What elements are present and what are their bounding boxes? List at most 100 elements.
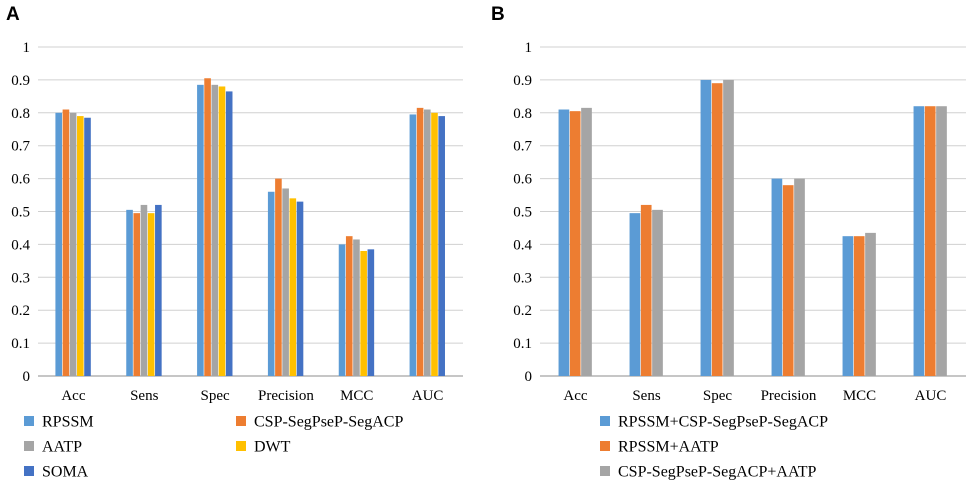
panel-label: A <box>6 4 20 25</box>
legend-label: RPSSM+AATP <box>618 439 719 456</box>
legend-label: DWT <box>254 439 291 456</box>
bar-acc-series-2 <box>570 111 581 376</box>
bar-mcc-series-2 <box>346 236 353 376</box>
bar-sens-series-2 <box>641 205 652 376</box>
category-label: Acc <box>61 388 85 404</box>
bar-sens-series-4 <box>148 213 155 376</box>
bar-spec-series-4 <box>219 86 226 376</box>
legend-swatch <box>24 416 34 426</box>
y-tick-label: 0.6 <box>513 172 532 188</box>
bar-precision-series-1 <box>772 179 783 376</box>
bar-acc-series-5 <box>84 118 91 376</box>
bar-mcc-series-1 <box>339 244 346 376</box>
legend-label: CSP-SegPseP-SegACP <box>254 414 403 431</box>
bar-mcc-series-3 <box>353 239 360 376</box>
bar-precision-series-2 <box>275 179 282 376</box>
bar-sens-series-2 <box>133 213 140 376</box>
y-tick-label: 0.5 <box>513 205 532 221</box>
bar-spec-series-2 <box>712 83 723 376</box>
bar-mcc-series-4 <box>360 251 367 376</box>
legend-swatch <box>236 416 246 426</box>
y-tick-label: 0.9 <box>513 73 532 89</box>
y-tick-label: 0.4 <box>11 237 30 253</box>
y-tick-label: 0.4 <box>513 237 532 253</box>
category-label: Acc <box>563 388 587 404</box>
y-tick-label: 0 <box>525 369 533 385</box>
bar-precision-series-2 <box>783 185 794 376</box>
y-tick-label: 0.9 <box>11 73 30 89</box>
legend-swatch <box>236 441 246 451</box>
bar-acc-series-1 <box>559 110 570 376</box>
bar-auc-series-1 <box>914 106 925 376</box>
bar-mcc-series-3 <box>865 233 876 376</box>
y-tick-label: 0.1 <box>11 336 30 352</box>
chart-panel-a: A 0 0.1 0.2 0.3 0.4 0.5 0.6 0.7 0.8 0.9 1 Acc Sens Spe… <box>6 4 463 481</box>
bar-spec-series-1 <box>701 80 712 376</box>
y-tick-label: 0.3 <box>11 270 30 286</box>
bar-auc-series-1 <box>410 114 417 376</box>
bar-spec-series-2 <box>204 78 211 376</box>
y-tick-label: 0.7 <box>513 139 532 155</box>
bar-acc-series-4 <box>77 116 84 376</box>
bar-precision-series-1 <box>268 192 275 376</box>
bar-auc-series-4 <box>431 113 438 376</box>
bar-auc-series-3 <box>936 106 947 376</box>
bar-auc-series-2 <box>417 108 424 376</box>
bar-acc-series-3 <box>70 113 77 376</box>
legend-label: RPSSM+CSP-SegPseP-SegACP <box>618 414 828 431</box>
bar-sens-series-3 <box>141 205 148 376</box>
legend-label: RPSSM <box>42 414 94 431</box>
legend-swatch <box>600 416 610 426</box>
figure: A 0 0.1 0.2 0.3 0.4 0.5 0.6 0.7 0.8 0.9 1 Acc Sens Spe… <box>0 0 969 489</box>
bar-spec-series-3 <box>723 80 734 376</box>
category-label: AUC <box>412 388 444 404</box>
bar-acc-series-2 <box>63 110 70 376</box>
legend-label: CSP-SegPseP-SegACP+AATP <box>618 464 817 481</box>
bar-spec-series-1 <box>197 85 204 376</box>
bar-mcc-series-5 <box>368 249 375 376</box>
bar-precision-series-3 <box>282 188 289 376</box>
bar-mcc-series-2 <box>854 236 865 376</box>
category-label: Sens <box>130 388 159 404</box>
bar-sens-series-3 <box>652 210 663 376</box>
legend-swatch <box>600 466 610 476</box>
bar-acc-series-3 <box>581 108 592 376</box>
category-label: AUC <box>915 388 947 404</box>
legend-swatch <box>24 441 34 451</box>
y-tick-label: 0.2 <box>11 303 30 319</box>
bar-precision-series-3 <box>794 179 805 376</box>
category-label: Spec <box>703 388 733 404</box>
bar-spec-series-3 <box>211 85 218 376</box>
y-tick-label: 0 <box>23 369 31 385</box>
bar-acc-series-1 <box>55 113 62 376</box>
chart-panel-b: B 0 0.1 0.2 0.3 0.4 0.5 0.6 0.7 0.8 0.9 1 Acc Sens Spe… <box>491 4 966 481</box>
legend-label: SOMA <box>42 464 89 481</box>
bar-sens-series-1 <box>126 210 133 376</box>
category-label: Precision <box>258 388 314 404</box>
y-tick-label: 0.2 <box>513 303 532 319</box>
bar-auc-series-2 <box>925 106 936 376</box>
y-tick-label: 0.3 <box>513 270 532 286</box>
bar-auc-series-5 <box>438 116 445 376</box>
y-tick-label: 0.8 <box>513 106 532 122</box>
legend-swatch <box>600 441 610 451</box>
category-label: Precision <box>761 388 817 404</box>
bar-precision-series-4 <box>290 198 297 376</box>
bar-spec-series-5 <box>226 91 233 376</box>
legend-swatch <box>24 466 34 476</box>
category-label: MCC <box>843 388 876 404</box>
category-label: Spec <box>200 388 230 404</box>
y-tick-label: 0.8 <box>11 106 30 122</box>
y-tick-label: 0.6 <box>11 172 30 188</box>
bar-sens-series-5 <box>155 205 162 376</box>
y-tick-label: 0.7 <box>11 139 30 155</box>
category-label: Sens <box>632 388 661 404</box>
bar-precision-series-5 <box>297 202 304 376</box>
bar-sens-series-1 <box>630 213 641 376</box>
y-tick-label: 0.5 <box>11 205 30 221</box>
bar-auc-series-3 <box>424 110 431 376</box>
y-tick-label: 0.1 <box>513 336 532 352</box>
panel-label: B <box>491 4 505 25</box>
y-tick-label: 1 <box>23 40 31 56</box>
legend-label: AATP <box>42 439 82 456</box>
